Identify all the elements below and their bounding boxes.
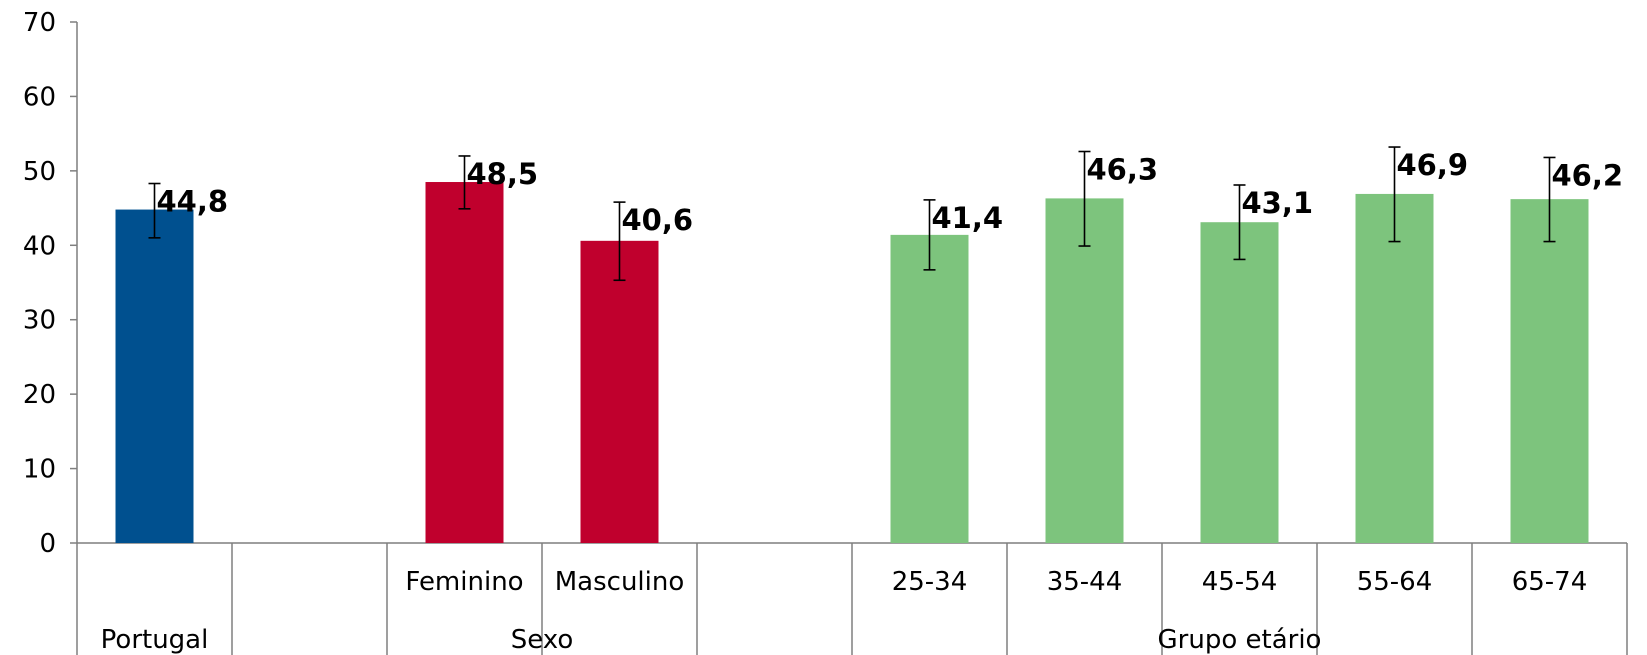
bar [1045,198,1124,543]
y-axis: 0 10 20 30 40 50 60 70 [23,8,78,559]
bar [1510,199,1589,543]
category-label: 55-64 [1357,567,1433,597]
data-label: 46,2 [1552,158,1624,192]
data-label: 41,4 [932,201,1004,235]
group-label: Grupo etário [1158,625,1322,655]
category-label: 35-44 [1047,567,1123,597]
data-label: 46,9 [1397,148,1469,182]
category-label: Masculino [555,567,685,597]
group-label: Portugal [101,625,209,655]
y-tick-label: 10 [23,455,56,485]
category-label: 25-34 [892,567,968,597]
error-bars [148,146,1556,282]
bar [1200,222,1279,543]
y-tick-label: 20 [23,380,56,410]
data-label: 43,1 [1242,186,1314,220]
data-label: 40,6 [622,203,694,237]
data-label: 46,3 [1087,153,1159,187]
category-labels: Feminino Masculino 25-34 35-44 45-54 55-64 65-… [101,567,1588,655]
y-tick-label: 30 [23,306,56,336]
data-label: 44,8 [157,185,229,219]
bar [890,234,969,543]
y-tick-label: 40 [23,231,56,261]
bar [580,240,659,543]
group-label: Sexo [511,625,574,655]
y-tick-label: 70 [23,8,56,38]
data-label: 48,5 [467,157,539,191]
y-tick-label: 60 [23,82,56,112]
category-label: Feminino [405,567,523,597]
bar [1355,193,1434,543]
x-axis [76,542,1628,655]
bar [425,182,504,543]
y-tick-label: 0 [39,529,56,559]
data-labels: 44,8 48,5 40,6 41,4 46,3 43,1 46,9 46,2 [157,148,1624,237]
bar [115,209,194,543]
category-label: 65-74 [1512,567,1588,597]
bars [115,182,1589,543]
category-label: 45-54 [1202,567,1278,597]
y-tick-label: 50 [23,157,56,187]
